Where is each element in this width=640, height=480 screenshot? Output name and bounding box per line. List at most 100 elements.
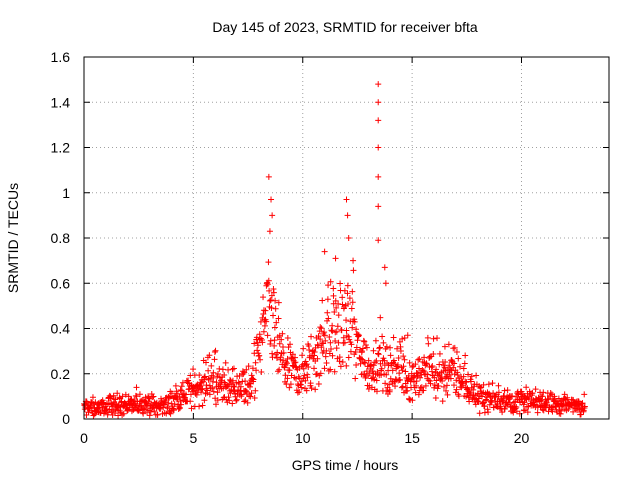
data-point xyxy=(454,369,461,376)
data-point xyxy=(267,296,274,303)
data-point xyxy=(225,394,232,401)
data-point xyxy=(368,361,375,368)
data-point xyxy=(465,371,472,378)
data-point xyxy=(273,355,280,362)
data-point xyxy=(265,259,272,266)
data-point xyxy=(460,365,467,372)
data-point xyxy=(375,351,382,358)
data-point xyxy=(419,367,426,374)
data-point xyxy=(177,386,184,393)
data-point xyxy=(227,376,234,383)
data-point xyxy=(291,359,298,366)
data-point xyxy=(499,409,506,416)
data-point xyxy=(361,338,368,345)
data-point xyxy=(107,393,114,400)
data-point xyxy=(323,347,330,354)
data-point xyxy=(480,381,487,388)
data-point xyxy=(100,399,107,406)
data-point xyxy=(348,305,355,312)
data-point xyxy=(196,372,203,379)
data-point xyxy=(321,329,328,336)
data-point xyxy=(287,341,294,348)
data-point xyxy=(412,361,419,368)
data-point xyxy=(343,362,350,369)
data-point xyxy=(262,307,269,314)
data-point xyxy=(251,395,258,402)
data-point xyxy=(240,370,247,377)
data-point xyxy=(466,398,473,405)
data-point xyxy=(314,355,321,362)
data-point xyxy=(442,374,449,381)
data-point xyxy=(399,383,406,390)
data-point xyxy=(118,398,125,405)
data-point xyxy=(312,386,319,393)
data-point xyxy=(451,360,458,367)
y-tick-label: 1.4 xyxy=(51,94,71,110)
data-point xyxy=(138,398,145,405)
data-point xyxy=(462,352,469,359)
data-point xyxy=(145,398,152,405)
data-point xyxy=(392,383,399,390)
data-point xyxy=(257,335,264,342)
data-point xyxy=(211,356,218,363)
data-point xyxy=(219,366,226,373)
x-tick-labels: 0 5 10 15 20 xyxy=(80,430,529,446)
data-point xyxy=(283,358,290,365)
data-point xyxy=(230,365,237,372)
data-point xyxy=(254,347,261,354)
data-point xyxy=(335,300,342,307)
data-point xyxy=(430,350,437,357)
data-point xyxy=(119,393,126,400)
data-point xyxy=(311,352,318,359)
data-point xyxy=(258,368,265,375)
data-point xyxy=(329,328,336,335)
data-point xyxy=(373,357,380,364)
data-point xyxy=(267,337,274,344)
data-point xyxy=(429,362,436,369)
data-point xyxy=(136,391,143,398)
data-point xyxy=(214,397,221,404)
data-point xyxy=(270,312,277,319)
data-point xyxy=(358,348,365,355)
data-point xyxy=(416,355,423,362)
data-point xyxy=(532,386,539,393)
data-point xyxy=(328,345,335,352)
data-point xyxy=(545,396,552,403)
data-point xyxy=(558,407,565,414)
data-point xyxy=(268,304,275,311)
data-point xyxy=(332,255,339,262)
grid xyxy=(84,57,609,419)
data-point xyxy=(489,397,496,404)
data-point xyxy=(454,372,461,379)
data-point xyxy=(455,393,462,400)
data-point xyxy=(208,362,215,369)
data-point xyxy=(142,394,149,401)
data-point xyxy=(248,390,255,397)
data-point xyxy=(89,394,96,401)
data-point xyxy=(305,363,312,370)
data-point xyxy=(531,401,538,408)
data-point xyxy=(300,365,307,372)
data-point xyxy=(451,382,457,389)
data-point xyxy=(212,401,219,408)
data-point xyxy=(352,375,359,382)
data-point xyxy=(203,382,210,389)
data-point xyxy=(268,292,275,299)
data-point xyxy=(431,384,438,391)
data-point xyxy=(322,337,329,344)
data-point xyxy=(473,372,480,379)
data-point xyxy=(345,354,352,361)
data-point xyxy=(229,400,236,407)
data-point xyxy=(524,409,531,416)
data-point xyxy=(421,354,428,361)
data-point xyxy=(577,411,584,418)
data-point xyxy=(105,409,112,416)
data-point xyxy=(434,335,441,342)
data-point xyxy=(225,366,232,373)
data-point xyxy=(204,387,211,394)
data-point xyxy=(349,299,356,306)
data-point xyxy=(242,378,249,385)
data-point xyxy=(266,297,273,304)
data-point xyxy=(270,289,277,296)
data-point xyxy=(443,387,450,394)
